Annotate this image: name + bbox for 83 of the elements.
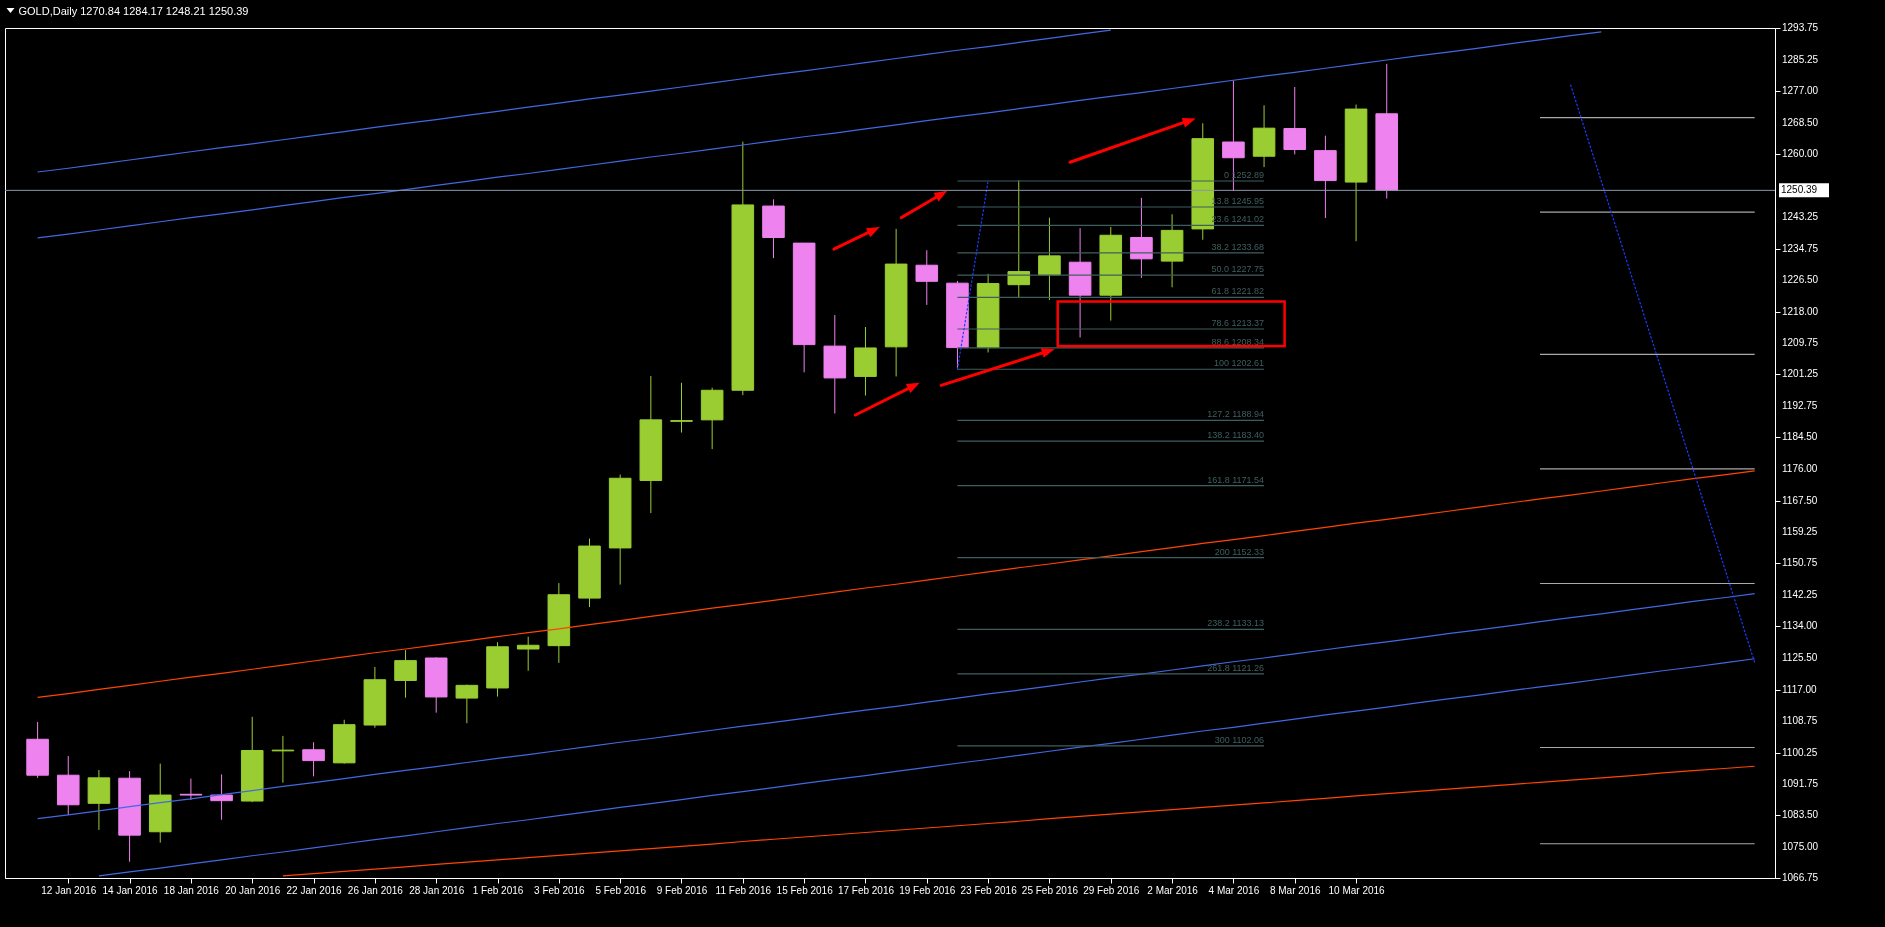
y-tick-label: 1268.50 <box>1782 116 1819 128</box>
line-series <box>98 658 1756 877</box>
candlestick <box>1130 197 1153 279</box>
x-tick-label: 20 Jan 2016 <box>225 884 281 896</box>
x-tick-label: 14 Jan 2016 <box>102 884 159 896</box>
x-tick-label: 1 Feb 2016 <box>472 884 524 896</box>
y-tick-label: 1218.00 <box>1782 305 1819 317</box>
y-tick-label: 1150.75 <box>1782 557 1818 569</box>
line-series <box>37 470 1756 698</box>
x-tick-label: 22 Jan 2016 <box>286 884 343 896</box>
candlestick <box>516 636 540 672</box>
line-series <box>37 29 1112 173</box>
candlestick <box>670 382 693 434</box>
line-series <box>37 593 1756 820</box>
y-tick-label: 1167.50 <box>1782 494 1818 506</box>
y-tick-label: 1184.50 <box>1782 431 1818 443</box>
candlestick <box>394 649 417 699</box>
y-tick-label: 1234.75 <box>1782 242 1819 254</box>
x-tick-label: 26 Jan 2016 <box>347 884 404 896</box>
y-tick-label: 1159.25 <box>1782 525 1818 537</box>
series-label: 238.2 1133.13 <box>1207 618 1265 629</box>
ref-line-label: 1250.39 <box>1781 184 1818 196</box>
y-tick-label: 1226.50 <box>1782 273 1819 285</box>
series-label: 161.8 1171.54 <box>1207 474 1265 485</box>
y-tick-label: 1192.75 <box>1782 400 1818 412</box>
x-tick-label: 11 Feb 2016 <box>715 884 772 896</box>
y-tick-label: 1142.25 <box>1782 589 1818 601</box>
x-tick-label: 10 Mar 2016 <box>1328 884 1386 896</box>
y-tick-label: 1285.25 <box>1782 53 1819 65</box>
x-tick-label: 8 Mar 2016 <box>1269 884 1321 896</box>
y-tick-label: 1100.25 <box>1782 746 1818 758</box>
line-series <box>282 765 1756 877</box>
y-tick-label: 1277.00 <box>1782 84 1819 96</box>
x-tick-label: 19 Feb 2016 <box>899 884 956 896</box>
candlestick <box>302 741 325 777</box>
series-label: 138.2 1183.40 <box>1207 430 1265 441</box>
y-tick-label: 1293.75 <box>1782 22 1819 33</box>
y-tick-label: 1066.75 <box>1782 872 1819 883</box>
y-tick-label: 1125.50 <box>1782 652 1818 664</box>
candlestick <box>210 773 233 821</box>
series-label: 100 1202.61 <box>1214 358 1265 369</box>
candlestick <box>915 249 939 306</box>
series-label: 88.6 1208.34 <box>1211 336 1265 347</box>
x-tick-label: 18 Jan 2016 <box>163 884 220 896</box>
x-tick-label: 3 Feb 2016 <box>534 884 586 896</box>
y-tick-label: 1075.00 <box>1782 841 1819 853</box>
x-tick-label: 28 Jan 2016 <box>409 884 465 896</box>
series-label: 261.8 1121.26 <box>1207 662 1265 673</box>
y-tick-label: 1091.75 <box>1782 778 1819 790</box>
y-tick-label: 1243.25 <box>1782 211 1819 223</box>
y-tick-label: 1176.00 <box>1782 462 1818 474</box>
series-label: 50.0 1227.75 <box>1211 264 1265 275</box>
series-label: 300 1102.06 <box>1214 734 1265 745</box>
y-tick-label: 1083.50 <box>1782 809 1819 821</box>
line-series <box>1570 84 1756 664</box>
x-tick-label: 2 Mar 2016 <box>1147 884 1199 896</box>
x-tick-label: 25 Feb 2016 <box>1021 884 1079 896</box>
candlestick <box>455 684 479 724</box>
series-label: 127.2 1188.94 <box>1207 409 1265 420</box>
y-tick-label: 1209.75 <box>1782 336 1819 348</box>
candlestick <box>1283 86 1307 155</box>
candlestick <box>271 735 295 784</box>
x-tick-label: 15 Feb 2016 <box>776 884 834 896</box>
x-tick-label: 17 Feb 2016 <box>837 884 895 896</box>
candlestick <box>1038 217 1061 301</box>
x-tick-label: 12 Jan 2016 <box>41 884 97 896</box>
series-label: 78.6 1213.37 <box>1211 317 1265 328</box>
x-tick-label: 29 Feb 2016 <box>1083 884 1140 896</box>
candlestick <box>179 778 203 801</box>
x-tick-label: 23 Feb 2016 <box>960 884 1018 896</box>
y-tick-label: 1108.75 <box>1782 714 1818 726</box>
x-tick-label: 5 Feb 2016 <box>595 884 647 896</box>
line-series <box>37 31 1602 239</box>
chart-title: GOLD,Daily 1270.84 1284.17 1248.21 1250.39 <box>18 5 249 17</box>
series-label: 38.2 1233.68 <box>1211 241 1265 252</box>
y-tick-label: 1134.00 <box>1782 620 1818 632</box>
series-label: 61.8 1221.82 <box>1211 286 1265 297</box>
y-tick-label: 1117.00 <box>1782 683 1818 695</box>
y-tick-label: 1201.25 <box>1782 368 1819 380</box>
x-tick-label: 4 Mar 2016 <box>1208 884 1260 896</box>
series-label: 200 1152.33 <box>1214 546 1265 557</box>
y-tick-label: 1260.00 <box>1782 148 1819 160</box>
x-tick-label: 9 Feb 2016 <box>656 884 708 896</box>
